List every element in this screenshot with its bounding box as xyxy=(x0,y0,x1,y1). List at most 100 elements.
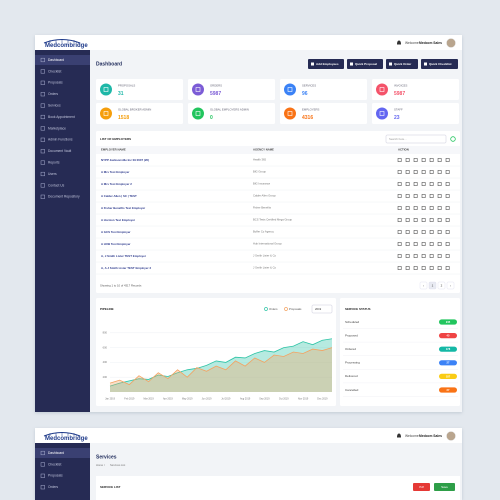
row-action-icon[interactable] xyxy=(421,218,426,222)
row-action-icon[interactable] xyxy=(405,170,410,174)
menu-item[interactable]: Marketplace xyxy=(48,126,66,130)
page-button[interactable] xyxy=(446,281,455,290)
employer-name[interactable]: A HUB Test Employer xyxy=(101,242,131,246)
row-action-icon[interactable] xyxy=(397,206,402,210)
button-label[interactable]: Add Employees xyxy=(316,62,339,66)
menu-item[interactable]: Document Repository xyxy=(48,195,80,199)
menu-item[interactable]: Checklist xyxy=(48,69,61,73)
row-action-icon[interactable] xyxy=(405,158,410,162)
row-action-icon[interactable] xyxy=(413,230,418,234)
breadcrumb[interactable]: Home xyxy=(96,463,104,467)
page-label[interactable]: 1 xyxy=(432,283,434,287)
row-action-icon[interactable] xyxy=(437,254,442,258)
row-action-icon[interactable] xyxy=(445,182,450,186)
row-action-icon[interactable] xyxy=(405,182,410,186)
employer-name[interactable]: A GCS Test Employer xyxy=(101,230,131,234)
employer-name[interactable]: A Fisher Benefits Test Employer xyxy=(101,206,146,210)
row-action-icon[interactable] xyxy=(445,206,450,210)
row-action-icon[interactable] xyxy=(397,182,402,186)
row-action-icon[interactable] xyxy=(445,230,450,234)
row-action-icon[interactable] xyxy=(445,242,450,246)
row-action-icon[interactable] xyxy=(429,230,434,234)
page-label[interactable]: › xyxy=(450,283,451,287)
row-action-icon[interactable] xyxy=(445,158,450,162)
year-select[interactable] xyxy=(311,304,333,314)
row-action-icon[interactable] xyxy=(421,230,426,234)
row-action-icon[interactable] xyxy=(413,206,418,210)
row-action-icon[interactable] xyxy=(413,170,418,174)
row-action-icon[interactable] xyxy=(397,194,402,198)
row-action-icon[interactable] xyxy=(397,218,402,222)
employer-name[interactable]: A, A J Smith Lister TEST Employer 2 xyxy=(101,266,151,270)
row-action-icon[interactable] xyxy=(397,158,402,162)
row-action-icon[interactable] xyxy=(405,242,410,246)
row-action-icon[interactable] xyxy=(405,230,410,234)
row-action-icon[interactable] xyxy=(421,266,426,270)
row-action-icon[interactable] xyxy=(413,182,418,186)
row-action-icon[interactable] xyxy=(437,158,442,162)
menu-item[interactable]: Proposals xyxy=(48,81,63,85)
employer-name[interactable]: A, J Smith Lister TEST Employer xyxy=(101,254,147,258)
row-action-icon[interactable] xyxy=(413,254,418,258)
row-action-icon[interactable] xyxy=(429,254,434,258)
row-action-icon[interactable] xyxy=(445,266,450,270)
menu-item[interactable]: Checklist xyxy=(48,462,61,466)
row-action-icon[interactable] xyxy=(437,194,442,198)
menu-item[interactable]: Services xyxy=(48,103,61,107)
page-button[interactable] xyxy=(428,281,437,290)
row-action-icon[interactable] xyxy=(397,254,402,258)
button-label[interactable]: Quick Checklist xyxy=(429,62,452,66)
row-action-icon[interactable] xyxy=(429,182,434,186)
action-button[interactable] xyxy=(386,59,418,69)
row-action-icon[interactable] xyxy=(405,206,410,210)
row-action-icon[interactable] xyxy=(421,170,426,174)
row-action-icon[interactable] xyxy=(421,182,426,186)
row-action-icon[interactable] xyxy=(413,194,418,198)
panel-button[interactable] xyxy=(434,483,455,491)
row-action-icon[interactable] xyxy=(413,158,418,162)
row-action-icon[interactable] xyxy=(437,242,442,246)
row-action-icon[interactable] xyxy=(429,206,434,210)
row-action-icon[interactable] xyxy=(421,194,426,198)
page-button[interactable] xyxy=(419,281,428,290)
row-action-icon[interactable] xyxy=(429,242,434,246)
row-action-icon[interactable] xyxy=(405,254,410,258)
panel-button[interactable] xyxy=(413,483,430,491)
row-action-icon[interactable] xyxy=(437,218,442,222)
menu-item[interactable]: Dashboard xyxy=(48,58,64,62)
action-button[interactable] xyxy=(347,59,383,69)
panel-button-label[interactable]: Pdf xyxy=(419,485,424,489)
row-action-icon[interactable] xyxy=(429,170,434,174)
page-label[interactable]: ‹ xyxy=(423,283,424,287)
action-button[interactable] xyxy=(308,59,344,69)
row-action-icon[interactable] xyxy=(445,194,450,198)
menu-item[interactable]: Contact Us xyxy=(48,183,65,187)
button-label[interactable]: Quick Order xyxy=(394,62,412,66)
employer-name[interactable]: A Horizon Test Employer xyxy=(101,218,136,222)
menu-item[interactable]: Orders xyxy=(48,92,58,96)
employer-name[interactable]: A Calder Allen | SC | TEST xyxy=(101,194,137,198)
search-box[interactable] xyxy=(385,134,447,144)
row-action-icon[interactable] xyxy=(445,254,450,258)
year-label[interactable]: 2019 xyxy=(315,307,322,311)
employer-name[interactable]: A Mrs Test Employer 2 xyxy=(101,182,132,186)
search-placeholder[interactable]: Search here... xyxy=(389,137,407,141)
row-action-icon[interactable] xyxy=(437,266,442,270)
row-action-icon[interactable] xyxy=(421,206,426,210)
row-action-icon[interactable] xyxy=(397,242,402,246)
menu-item[interactable]: Book Appointment xyxy=(48,115,75,119)
row-action-icon[interactable] xyxy=(437,230,442,234)
row-action-icon[interactable] xyxy=(429,266,434,270)
panel-button-label[interactable]: Save xyxy=(441,485,448,489)
menu-item[interactable]: Orders xyxy=(48,485,58,489)
menu-item[interactable]: Users xyxy=(48,172,57,176)
row-action-icon[interactable] xyxy=(413,218,418,222)
refresh-icon[interactable] xyxy=(450,136,456,142)
row-action-icon[interactable] xyxy=(437,206,442,210)
avatar[interactable] xyxy=(446,431,456,441)
button-label[interactable]: Quick Proposal xyxy=(355,62,377,66)
menu-item[interactable]: Document Vault xyxy=(48,149,71,153)
row-action-icon[interactable] xyxy=(437,170,442,174)
row-action-icon[interactable] xyxy=(429,218,434,222)
row-action-icon[interactable] xyxy=(445,170,450,174)
